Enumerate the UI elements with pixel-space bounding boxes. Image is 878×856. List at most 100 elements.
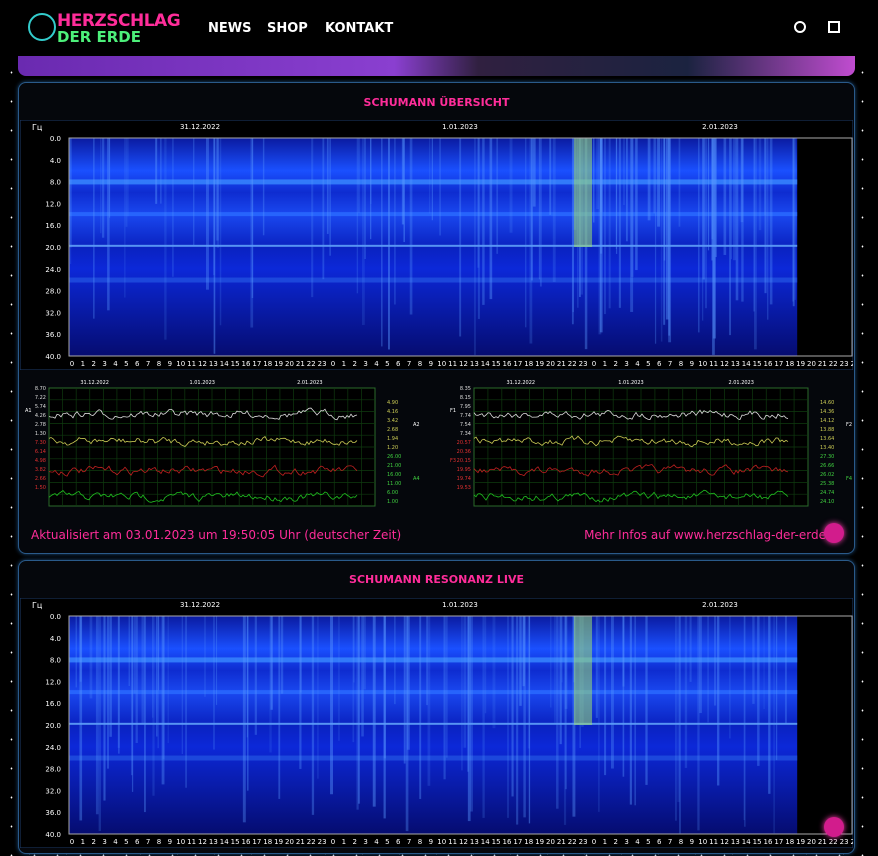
x-label: 9 (429, 838, 433, 846)
streak (406, 616, 410, 750)
x-label: 9 (168, 838, 172, 846)
x-label: 22 (307, 838, 316, 846)
axis-label: 24.10 (820, 499, 834, 505)
x-label: 14 (481, 838, 490, 846)
streak (356, 138, 359, 294)
axis-label: 2.66 (35, 476, 46, 482)
y-label: 40.0 (45, 353, 61, 361)
band (69, 722, 798, 725)
nav-link[interactable]: KONTAKT (325, 21, 394, 36)
x-label: 3 (363, 360, 367, 368)
unit: Гц (32, 601, 43, 610)
streak (611, 616, 614, 769)
x-label: 19 (796, 360, 805, 368)
streak (394, 138, 396, 305)
x-label: 21 (818, 838, 827, 846)
streak (647, 138, 651, 221)
logo-icon[interactable] (28, 13, 56, 41)
streak (445, 616, 448, 758)
x-label: 2 (353, 838, 357, 846)
y-label: 0.0 (50, 135, 61, 143)
streak (712, 138, 715, 355)
streak (554, 616, 556, 723)
logo-top[interactable]: HERZSCHLAG (57, 11, 181, 31)
streak (317, 616, 319, 779)
axis-label: 2.68 (387, 427, 398, 433)
streak (280, 616, 284, 694)
streak (144, 616, 146, 813)
x-label: 16 (503, 838, 512, 846)
x-label: 15 (492, 360, 501, 368)
bulb-icon[interactable] (824, 523, 844, 543)
streak (530, 138, 533, 281)
spectrum (69, 138, 798, 356)
y-label: 0.0 (50, 613, 61, 621)
axis-label: 2.78 (35, 422, 46, 428)
streak (181, 616, 183, 755)
x-label: 14 (481, 360, 490, 368)
band (69, 657, 798, 663)
x-label: 4 (113, 838, 118, 846)
panel-title: SCHUMANN ÜBERSICHT (363, 96, 510, 109)
streak (364, 138, 366, 260)
more-link[interactable]: Mehr Infos auf www.herzschlag-der-erde (584, 528, 826, 542)
series-line (473, 464, 789, 477)
streak (489, 138, 493, 300)
streak (330, 616, 333, 795)
x-label: 14 (742, 360, 751, 368)
streak (133, 616, 136, 694)
streak (767, 138, 769, 320)
streak (523, 616, 526, 818)
x-label: 15 (492, 838, 501, 846)
x-label: 8 (418, 360, 422, 368)
streak (278, 616, 281, 799)
streak (156, 616, 158, 737)
x-label: 19 (274, 360, 283, 368)
streak (205, 138, 209, 290)
streak (161, 616, 165, 785)
streak (439, 138, 441, 236)
axis-label: 6.00 (387, 490, 398, 496)
streak (213, 138, 216, 354)
nav-link[interactable]: SHOP (267, 21, 308, 36)
streak (629, 616, 632, 805)
streak (697, 616, 700, 831)
nav-link[interactable]: NEWS (208, 21, 252, 36)
logo-bottom[interactable]: DER ERDE (57, 28, 141, 46)
header: HERZSCHLAG DER ERDE NEWS SHOP KONTAKT (0, 0, 878, 56)
x-label: 23 (318, 838, 327, 846)
streak (507, 616, 509, 818)
date: 2.01.2023 (728, 380, 753, 386)
streak (702, 138, 704, 321)
x-label: 17 (252, 838, 261, 846)
panel-title: SCHUMANN RESONANZ LIVE (349, 573, 524, 586)
y-label: 8.0 (50, 657, 61, 665)
streak (593, 138, 595, 223)
series-line (473, 435, 789, 448)
x-label: 2 (614, 360, 618, 368)
streak (419, 616, 422, 799)
streak (604, 616, 607, 776)
amplitude-chart: 31.12.2022 1.01.2023 2.01.2023 8.70 7.22 5.74… (25, 380, 420, 507)
x-label: 8 (679, 360, 683, 368)
streak (552, 138, 556, 282)
search-icon[interactable] (794, 21, 806, 33)
gift-icon[interactable] (828, 21, 840, 33)
streak (598, 138, 602, 335)
x-label: 22 (568, 838, 577, 846)
y-label: 16.0 (45, 700, 61, 708)
update-text: Aktualisiert am 03.01.2023 um 19:50:05 U… (31, 528, 402, 542)
streak (550, 616, 552, 708)
y-label: 32.0 (45, 787, 61, 795)
axis-label: 1.00 (387, 499, 398, 505)
burst (574, 616, 593, 725)
axis-label: 4.16 (387, 409, 398, 415)
streak (595, 616, 598, 718)
y-label: 8.0 (50, 179, 61, 187)
axis-label: 26.02 (820, 472, 834, 478)
streak (549, 138, 552, 215)
bulb-icon[interactable] (824, 817, 844, 837)
axis-name: A2 (413, 422, 420, 428)
streak (764, 138, 766, 216)
y-label: 36.0 (45, 809, 61, 817)
